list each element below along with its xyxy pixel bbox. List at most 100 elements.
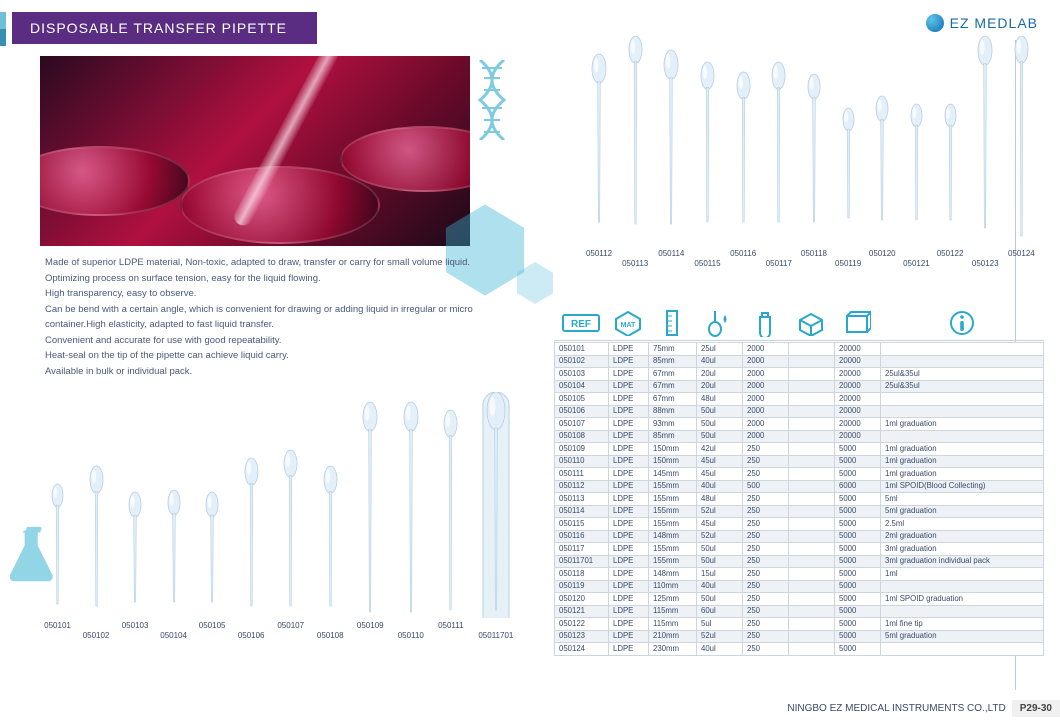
table-cell: 50ul [697, 543, 743, 556]
table-cell [789, 343, 835, 356]
table-row: 05011701LDPE155mm50ul25050003ml graduati… [555, 555, 1044, 568]
pipette-label: 050123 [972, 259, 999, 268]
table-cell: 2000 [743, 393, 789, 406]
table-row: 050121LDPE115mm60ul2505000 [555, 605, 1044, 618]
table-cell: 5ml [881, 493, 1044, 506]
table-cell: LDPE [609, 630, 649, 643]
table-cell: 5000 [835, 618, 881, 631]
table-row: 050122LDPE115mm5ul25050001ml fine tip [555, 618, 1044, 631]
table-cell [789, 530, 835, 543]
table-cell: LDPE [609, 368, 649, 381]
table-cell: 3ml graduation [881, 543, 1044, 556]
table-cell: 85mm [649, 355, 697, 368]
table-cell: 5000 [835, 455, 881, 468]
table-cell: 250 [743, 605, 789, 618]
table-row: 050124LDPE230mm40ul2505000 [555, 643, 1044, 656]
table-cell: 050121 [555, 605, 609, 618]
table-cell: LDPE [609, 393, 649, 406]
table-cell: 050110 [555, 455, 609, 468]
table-cell: 148mm [649, 568, 697, 581]
table-cell: 050101 [555, 343, 609, 356]
table-cell: 52ul [697, 630, 743, 643]
table-cell: 250 [743, 468, 789, 481]
table-cell: LDPE [609, 605, 649, 618]
pipette-item: 050101 [50, 392, 65, 618]
description-line: Can be bend with a certain angle, which … [45, 303, 515, 332]
table-cell: 20000 [835, 405, 881, 418]
table-cell: 20ul [697, 380, 743, 393]
table-cell: 155mm [649, 505, 697, 518]
table-cell: 05011701 [555, 555, 609, 568]
table-cell [789, 443, 835, 456]
table-cell: 050114 [555, 505, 609, 518]
table-cell: 40ul [697, 355, 743, 368]
pipette-item: 050117 [770, 36, 787, 246]
table-cell: 1ml fine tip [881, 618, 1044, 631]
table-row: 050120LDPE125mm50ul25050001ml SPOID grad… [555, 593, 1044, 606]
material-header-icon: MAT [608, 306, 648, 340]
table-cell: 52ul [697, 505, 743, 518]
pipette-item: 050110 [402, 392, 420, 618]
table-cell [789, 493, 835, 506]
table-row: 050103LDPE67mm20ul20002000025ul&35ul [555, 368, 1044, 381]
table-cell: 5000 [835, 643, 881, 656]
table-cell: 3ml graduation individual pack [881, 555, 1044, 568]
pipette-lineup-top: 0501120501130501140501150501160501170501… [590, 36, 1030, 246]
table-cell: 5000 [835, 505, 881, 518]
table-row: 050117LDPE155mm50ul25050003ml graduation [555, 543, 1044, 556]
table-cell: 050106 [555, 405, 609, 418]
table-row: 050104LDPE67mm20ul20002000025ul&35ul [555, 380, 1044, 393]
info-header-icon [880, 306, 1044, 340]
pipette-label: 050103 [122, 621, 149, 630]
pipette-label: 050116 [730, 249, 756, 258]
table-cell: 050119 [555, 580, 609, 593]
table-cell: 20000 [835, 368, 881, 381]
pipette-label: 050119 [835, 259, 861, 268]
table-cell: 5ul [697, 618, 743, 631]
pipette-label: 050102 [83, 631, 110, 640]
table-row: 050113LDPE155mm48ul25050005ml [555, 493, 1044, 506]
pipette-item: 050120 [874, 36, 890, 246]
pipette-label: 050120 [869, 249, 896, 258]
table-cell: 5000 [835, 568, 881, 581]
table-cell [789, 605, 835, 618]
table-cell: 250 [743, 555, 789, 568]
table-cell: 5000 [835, 443, 881, 456]
pipette-label: 050106 [238, 631, 265, 640]
table-cell [789, 580, 835, 593]
table-cell: 210mm [649, 630, 697, 643]
box-header-icon [788, 306, 834, 340]
table-cell: 1ml SPOID graduation [881, 593, 1044, 606]
pipette-label: 050124 [1008, 249, 1035, 258]
pipette-label: 050110 [398, 631, 424, 640]
pipette-label: 050108 [317, 631, 344, 640]
table-cell: 1ml graduation [881, 443, 1044, 456]
table-cell: 2000 [743, 430, 789, 443]
table-cell: 250 [743, 568, 789, 581]
table-cell: 45ul [697, 468, 743, 481]
table-cell: 60ul [697, 605, 743, 618]
table-cell: 40ul [697, 580, 743, 593]
table-cell: 250 [743, 530, 789, 543]
table-cell [789, 418, 835, 431]
table-cell [881, 430, 1044, 443]
pipette-item: 050124 [1013, 36, 1030, 246]
table-cell [789, 518, 835, 531]
table-cell: 5000 [835, 468, 881, 481]
pipette-label: 050115 [694, 259, 720, 268]
pipette-item: 050119 [841, 36, 856, 246]
pipette-item: 050122 [943, 36, 958, 246]
pipette-label: 050113 [622, 259, 648, 268]
table-cell: LDPE [609, 480, 649, 493]
brand-text: EZ MEDLAB [950, 15, 1038, 31]
table-row: 050109LDPE150mm42ul25050001ml graduation [555, 443, 1044, 456]
pipette-label: 050117 [766, 259, 792, 268]
pipette-item: 050112 [590, 36, 608, 246]
pipette-item: 05011701 [482, 392, 510, 618]
table-cell: LDPE [609, 543, 649, 556]
table-cell: 050117 [555, 543, 609, 556]
table-row: 050106LDPE88mm50ul200020000 [555, 405, 1044, 418]
table-cell: 40ul [697, 480, 743, 493]
table-cell: 050116 [555, 530, 609, 543]
pipette-item: 050102 [88, 392, 105, 618]
